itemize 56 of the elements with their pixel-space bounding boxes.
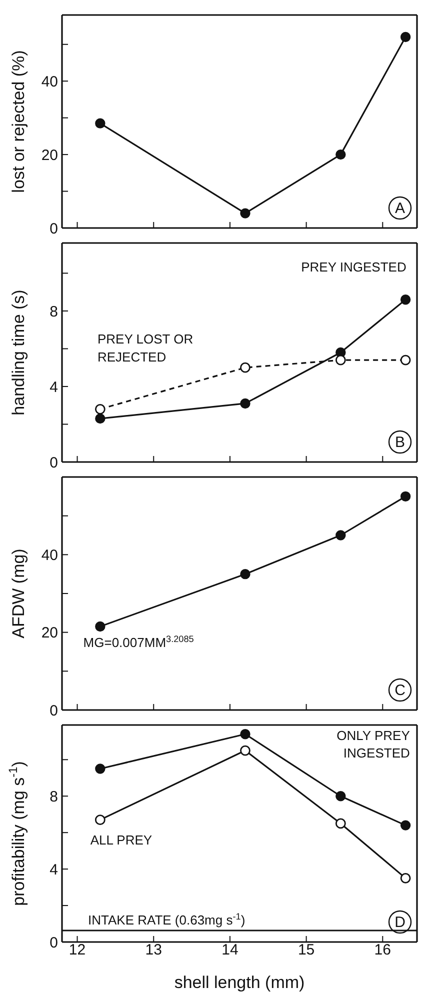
point	[400, 820, 411, 830]
point	[240, 568, 250, 580]
y-tick-label: 40	[41, 73, 58, 90]
annotation: ONLY PREY	[336, 728, 410, 744]
point	[95, 764, 106, 774]
x-tick-label: 16	[374, 942, 391, 959]
annotation: C	[394, 682, 406, 699]
y-tick-label: 4	[50, 378, 58, 396]
annotation: REJECTED	[98, 349, 166, 364]
y-tick-label: 4	[50, 861, 58, 878]
annotation: PREY LOST OR	[98, 332, 194, 347]
point	[336, 791, 346, 802]
point	[94, 404, 106, 414]
point	[240, 208, 250, 218]
annotation: MG=0.007MM$^{3.2085}$	[83, 634, 194, 650]
annotation: ALL PREY	[90, 832, 152, 848]
point	[400, 32, 411, 42]
point	[240, 729, 250, 740]
y-tick-label: 40	[41, 546, 58, 564]
point	[95, 621, 106, 632]
annotation: A	[394, 200, 406, 217]
y-tick-label: 8	[50, 788, 58, 806]
x-axis-title: shell length (mm)	[174, 973, 305, 992]
x-tick-label: 13	[145, 942, 162, 959]
annotation: PREY INGESTED	[301, 259, 406, 274]
y-tick-label: 0	[50, 220, 58, 238]
x-tick-label: 14	[222, 942, 238, 959]
y-axis-title: AFDW (mg)	[9, 548, 28, 638]
annotation: INGESTED	[343, 746, 410, 761]
point	[335, 354, 346, 366]
y-axis-title: lost or rejected (%)	[9, 50, 28, 193]
y-tick-label: 20	[41, 146, 58, 164]
y-tick-label: 8	[50, 303, 58, 320]
point	[240, 362, 250, 373]
x-tick-label: 12	[68, 942, 86, 959]
y-axis-title: handling time (s)	[9, 290, 28, 416]
point	[335, 818, 346, 829]
y-tick-label: 0	[50, 702, 58, 720]
annotation: D	[394, 914, 406, 931]
point	[336, 149, 346, 160]
point	[95, 118, 106, 128]
point	[94, 814, 106, 826]
point	[240, 398, 250, 409]
point	[400, 872, 411, 884]
point	[240, 745, 250, 756]
point	[400, 354, 411, 366]
point	[336, 530, 346, 540]
point	[400, 294, 411, 305]
x-tick-label: 15	[298, 942, 315, 959]
y-tick-label: 0	[50, 934, 58, 952]
annotation: B	[394, 434, 406, 451]
ref-line-label: INTAKE RATE (0.63mg s$^{-1}$)	[88, 912, 246, 928]
point	[400, 491, 411, 502]
y-tick-label: 0	[50, 454, 58, 472]
y-tick-label: 20	[41, 624, 58, 642]
point	[95, 413, 106, 424]
